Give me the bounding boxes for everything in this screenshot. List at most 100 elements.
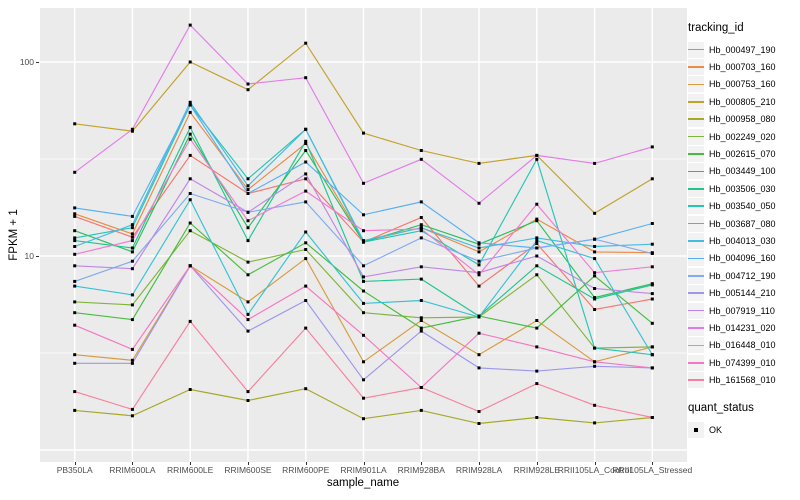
x-axis-title: sample_name <box>326 477 400 489</box>
legend-item: Hb_000958_080 <box>688 111 800 128</box>
plot-canvas <box>40 8 687 462</box>
data-point <box>73 239 77 243</box>
line-swatch-icon <box>688 101 704 103</box>
data-point <box>650 283 654 287</box>
line-swatch-icon <box>688 379 704 381</box>
data-point <box>130 303 134 307</box>
data-point <box>73 245 77 248</box>
data-point <box>362 301 365 305</box>
data-point <box>188 229 192 233</box>
legend-item-label: Hb_003506_030 <box>709 183 776 194</box>
data-point <box>130 127 134 131</box>
data-point <box>362 275 365 279</box>
data-point <box>188 132 192 136</box>
legend-section-quant-status: quant_status OK <box>688 402 800 438</box>
data-point <box>535 273 539 277</box>
data-point <box>130 259 134 263</box>
data-point <box>246 177 250 181</box>
data-point <box>650 366 654 370</box>
data-point <box>188 177 192 181</box>
legend-key-swatch <box>688 267 704 284</box>
data-point <box>362 229 365 233</box>
data-point <box>362 378 365 382</box>
data-point <box>246 390 250 394</box>
data-point <box>593 250 597 254</box>
data-point <box>130 235 134 239</box>
line-swatch-icon <box>688 83 704 86</box>
legend-item-label: Hb_161568_010 <box>709 375 776 386</box>
legend-key-swatch <box>688 337 704 354</box>
data-point <box>130 129 134 133</box>
data-point <box>477 410 481 413</box>
line-swatch-icon <box>688 170 704 173</box>
legend-key-swatch <box>688 180 704 197</box>
data-point <box>477 161 481 165</box>
data-point <box>650 321 654 325</box>
data-point <box>477 201 481 205</box>
x-tick-label: RRIM901LA <box>340 465 387 475</box>
legend-title-tracking-id: tracking_id <box>688 22 744 34</box>
data-point <box>419 149 423 152</box>
data-point <box>304 142 308 145</box>
data-point <box>477 250 481 254</box>
line-swatch-icon <box>688 361 704 364</box>
data-point <box>593 287 597 290</box>
data-point <box>130 239 134 243</box>
data-point <box>130 318 134 322</box>
data-point <box>593 237 597 241</box>
line-swatch-icon <box>688 240 704 242</box>
data-point <box>477 259 481 263</box>
data-point <box>73 284 77 288</box>
data-point <box>535 254 539 258</box>
data-point <box>246 184 250 188</box>
data-point <box>419 216 423 219</box>
data-point <box>130 246 134 250</box>
data-point <box>362 333 365 337</box>
legend-key-swatch <box>688 285 704 302</box>
x-tick-mark <box>479 462 481 465</box>
legend-item-label: Hb_014231_020 <box>709 322 776 333</box>
data-point <box>477 366 481 370</box>
data-point <box>362 311 365 315</box>
data-point <box>593 161 597 165</box>
data-point <box>188 388 192 391</box>
data-point <box>593 211 597 215</box>
data-point <box>188 153 192 157</box>
x-tick-mark <box>421 462 423 465</box>
data-point <box>188 60 192 64</box>
data-point <box>73 323 77 327</box>
y-tick-mark <box>36 256 39 257</box>
data-point <box>73 206 77 210</box>
data-point <box>130 250 134 254</box>
legend-key-swatch <box>688 232 704 249</box>
data-point <box>73 408 77 412</box>
data-point <box>362 279 365 283</box>
data-point <box>130 347 134 351</box>
data-point <box>650 177 654 181</box>
data-point <box>130 293 134 297</box>
data-point <box>188 319 192 323</box>
data-point <box>188 264 192 268</box>
legend-key-swatch <box>688 128 704 145</box>
x-tick-label: RRIM600LE <box>167 465 214 475</box>
data-point <box>593 257 597 261</box>
data-point <box>535 369 539 373</box>
legend-item: Hb_014231_020 <box>688 319 800 336</box>
x-tick-label: RRIM928LA <box>455 465 503 475</box>
x-tick-mark <box>652 462 654 465</box>
legend-item-label: Hb_002249_020 <box>709 131 776 142</box>
line-swatch-icon <box>688 327 704 329</box>
y-tick-label: 10 <box>24 251 34 261</box>
data-point <box>304 241 308 245</box>
data-point <box>419 277 423 281</box>
x-tick-mark <box>305 462 307 465</box>
data-point <box>73 212 77 216</box>
data-point <box>304 257 308 261</box>
data-point <box>304 149 308 152</box>
line-swatch-icon <box>688 135 704 138</box>
data-point <box>73 279 77 283</box>
data-point <box>304 200 308 204</box>
data-point <box>419 265 423 269</box>
line-swatch-icon <box>688 222 704 225</box>
quant-ok-swatch <box>688 421 704 438</box>
